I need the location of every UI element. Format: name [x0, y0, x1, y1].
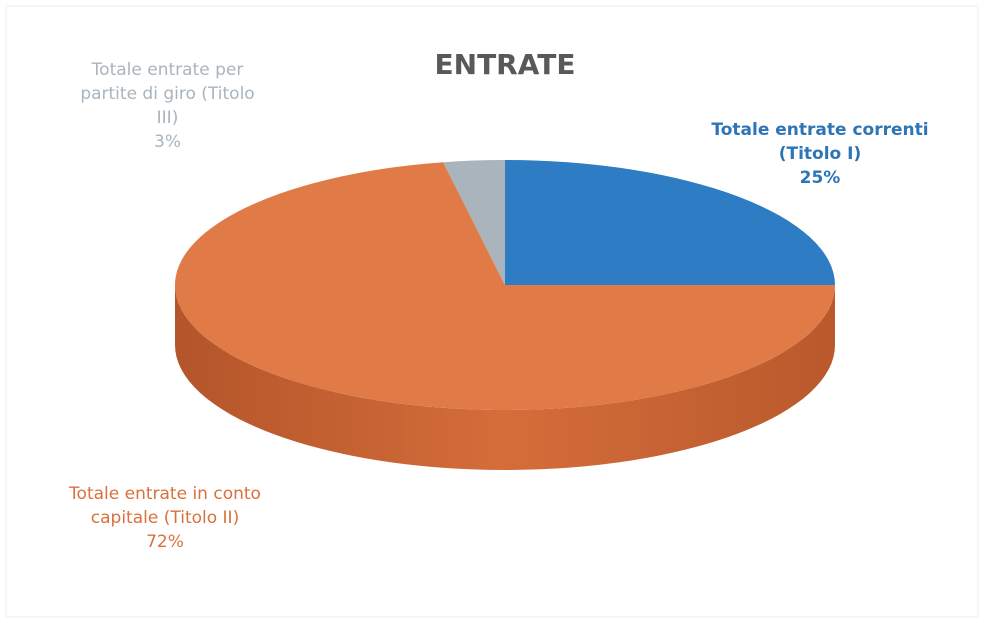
chart-title: ENTRATE [435, 48, 576, 81]
pie-slice [505, 160, 835, 285]
value-label: 72% [146, 532, 184, 552]
data-label: Totale entrate per partite di giro (Tito… [80, 58, 255, 154]
pie-slice [443, 160, 505, 285]
value-label: 25% [799, 168, 841, 188]
data-label: Totale entrate correnti (Titolo I) 25% [710, 118, 930, 190]
pie-slice [174, 162, 835, 411]
value-label: 3% [154, 132, 181, 152]
plot-border [5, 5, 979, 618]
category-label: Totale entrate in conto capitale (Titolo… [69, 484, 261, 528]
category-label: Totale entrate correnti (Titolo I) [711, 120, 929, 164]
pie-slice-side [175, 285, 835, 470]
data-label: Totale entrate in conto capitale (Titolo… [50, 482, 280, 554]
category-label: Totale entrate per partite di giro (Tito… [80, 60, 255, 128]
